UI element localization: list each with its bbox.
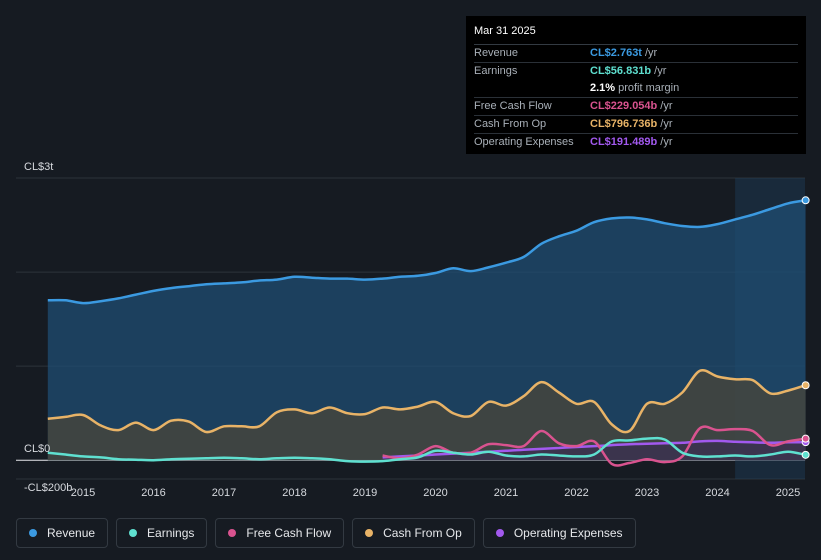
legend-dot-icon [365,529,374,537]
y-tick-label: CL$0 [24,443,50,455]
tooltip-label [474,80,590,97]
x-tick-label: 2024 [705,487,729,499]
tooltip-value: CL$56.831b [590,65,652,77]
series-areas [47,200,806,461]
line-revenue [47,199,806,305]
tooltip-unit: /yr [660,136,673,148]
tooltip-label: Revenue [474,47,519,59]
x-tick-label: 2016 [141,487,165,499]
area-cash-from-op [47,370,806,461]
legend-item-operating-expenses[interactable]: Operating Expenses [482,518,636,548]
point-free-cash-flow [801,434,810,443]
legend-item-cash-from-op[interactable]: Cash From Op [352,518,475,548]
x-tick-label: 2017 [212,487,236,499]
x-tick-label: 2022 [564,487,588,499]
line-cash-from-op [47,368,806,434]
legend-label: Earnings [147,526,195,540]
legend-label: Free Cash Flow [246,526,332,540]
tooltip-value: 2.1% [590,82,616,94]
tooltip-label: Earnings [474,65,518,77]
x-tick-label: 2019 [353,487,377,499]
point-cash-from-op [801,381,810,390]
legend-dot-icon [228,529,237,537]
tooltip-value: CL$191.489b [590,136,658,148]
legend-dot-icon [129,529,138,537]
tooltip-date: Mar 31 2025 [474,24,798,45]
line-earnings [47,436,806,463]
tooltip-unit: /yr [644,47,658,59]
tooltip-unit: /yr [660,100,673,112]
y-axis: CL$3t CL$0 -CL$200b [24,161,72,494]
point-earnings [801,450,810,459]
x-tick-label: 2015 [71,487,95,499]
tooltip-row-earnings: Earnings CL$56.831b /yr [474,63,798,80]
x-tick-label: 2025 [776,487,800,499]
tooltip-label: Free Cash Flow [474,100,552,112]
legend-label: Revenue [47,526,96,540]
tooltip-row-operating-expenses: Operating Expenses CL$191.489b /yr [474,134,798,151]
legend-label: Cash From Op [383,526,462,540]
tooltip-unit: profit margin [618,82,680,94]
tooltip-value: CL$2.763t [590,47,642,59]
tooltip-value: CL$796.736b [590,118,658,130]
legend-dot-icon [495,529,504,537]
x-tick-label: 2018 [282,487,306,499]
x-tick-label: 2021 [494,487,518,499]
point-revenue [801,196,810,205]
series-lines [47,199,806,467]
y-tick-label: -CL$200b [24,482,72,494]
tooltip-panel: Mar 31 2025 Revenue CL$2.763t /yr Earnin… [466,16,806,154]
legend-item-revenue[interactable]: Revenue [16,518,109,548]
tooltip-row-profit-margin: 2.1% profit margin [474,80,798,98]
tooltip-row-free-cash-flow: Free Cash Flow CL$229.054b /yr [474,98,798,116]
tooltip-label: Cash From Op [474,118,547,130]
x-tick-label: 2023 [635,487,659,499]
legend-item-free-cash-flow[interactable]: Free Cash Flow [215,518,345,548]
x-axis: 2015 2016 2017 2018 2019 2020 2021 2022 2023 2024… [71,487,800,499]
tooltip-row-revenue: Revenue CL$2.763t /yr [474,45,798,63]
tooltip-unit: /yr [660,118,673,130]
legend: Revenue Earnings Free Cash Flow Cash Fro… [16,518,636,548]
y-tick-label: CL$3t [24,161,53,173]
tooltip-label: Operating Expenses [474,136,574,148]
tooltip-value: CL$229.054b [590,100,658,112]
legend-item-earnings[interactable]: Earnings [116,518,208,548]
legend-dot-icon [29,529,37,537]
tooltip-row-cash-from-op: Cash From Op CL$796.736b /yr [474,116,798,134]
x-tick-label: 2020 [423,487,447,499]
area-revenue [47,200,806,461]
tooltip-unit: /yr [654,65,667,77]
series-endpoints [801,196,810,459]
legend-label: Operating Expenses [513,526,623,540]
